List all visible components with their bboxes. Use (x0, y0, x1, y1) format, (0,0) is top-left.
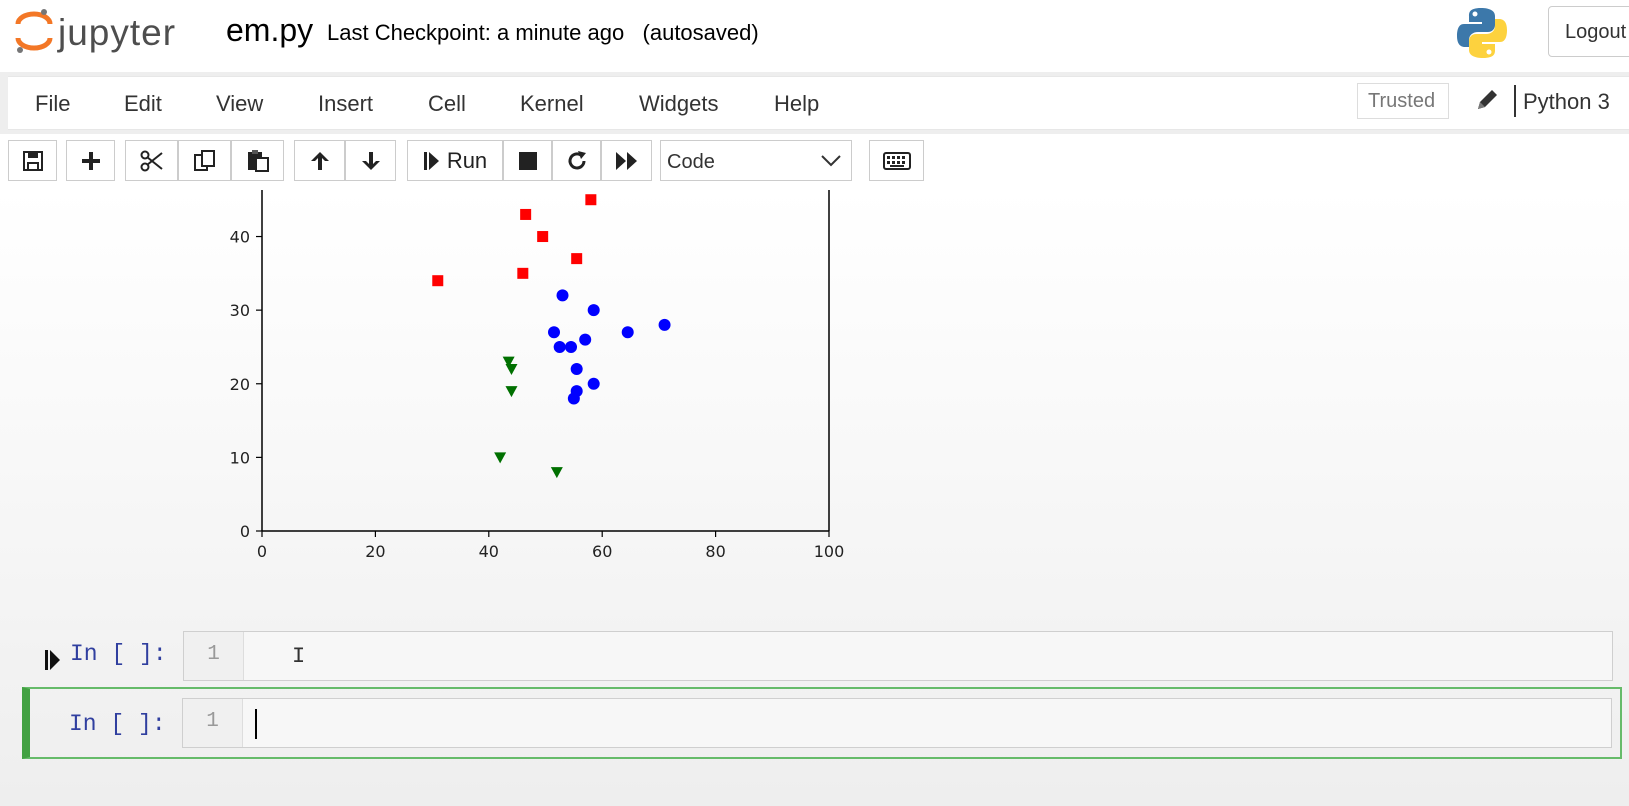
data-point-triangle (505, 386, 518, 398)
checkpoint-status: Last Checkpoint: a minute ago (autosaved… (327, 20, 759, 45)
toolbar: Run Code (0, 134, 1629, 190)
logout-button[interactable]: Logout (1548, 6, 1629, 57)
data-point-triangle (505, 364, 518, 376)
x-tick-label: 20 (365, 542, 385, 561)
insert-cell-button[interactable] (66, 140, 115, 181)
notebook-container[interactable]: 0 20 40 60 80 100 0 10 20 30 40 In [ ]: 1 I In [ ]… (0, 190, 1629, 806)
restart-button[interactable] (552, 140, 601, 181)
data-point-triangle (550, 467, 563, 479)
caret (255, 709, 257, 739)
save-icon (22, 150, 43, 171)
stop-icon (518, 151, 537, 170)
interrupt-button[interactable] (503, 140, 552, 181)
kernel-separator (1514, 85, 1516, 117)
cell-input[interactable]: 1 I (183, 631, 1613, 681)
paste-button[interactable] (231, 140, 284, 181)
cell-input[interactable]: 1 (182, 698, 1612, 748)
trusted-indicator[interactable]: Trusted (1357, 83, 1449, 119)
data-point-circle (570, 363, 583, 376)
arrow-down-icon (361, 151, 380, 170)
paste-icon (247, 149, 269, 172)
cell-prompt: In [ ]: (69, 711, 166, 737)
arrow-up-icon (310, 151, 329, 170)
cell-type-value: Code (667, 151, 715, 173)
kernel-name[interactable]: Python 3 (1523, 89, 1610, 114)
y-tick-label: 0 (240, 522, 250, 541)
data-point-square (432, 275, 444, 287)
data-point-square (571, 253, 583, 265)
data-point-square (585, 194, 597, 206)
line-number: 1 (184, 632, 244, 680)
cell-prompt: In [ ]: (70, 641, 167, 667)
run-icon (423, 151, 439, 170)
data-point-circle (548, 326, 561, 339)
code-cell[interactable]: In [ ]: 1 I (22, 618, 1622, 690)
python-logo-icon (1455, 6, 1509, 60)
jupyter-logo[interactable]: jupyter (14, 6, 204, 58)
code-cell-selected[interactable]: In [ ]: 1 (22, 687, 1622, 759)
jupyter-wordmark: jupyter (58, 12, 177, 53)
menu-file[interactable]: File (35, 91, 71, 116)
copy-button[interactable] (178, 140, 231, 181)
data-point-square (537, 231, 549, 243)
menu-insert[interactable]: Insert (318, 91, 374, 116)
data-point-circle (579, 333, 592, 346)
menu-bar: File Edit View Insert Cell Kernel Widget… (8, 76, 1629, 130)
jupyter-logo-icon (15, 9, 53, 53)
menu-cell[interactable]: Cell (428, 91, 466, 116)
x-tick-label: 0 (257, 542, 267, 561)
run-label: Run (446, 147, 488, 173)
data-point-circle (553, 340, 566, 353)
cut-button[interactable] (125, 140, 178, 181)
save-button[interactable] (8, 140, 57, 181)
y-tick-label: 10 (230, 448, 250, 467)
pencil-icon[interactable] (1474, 87, 1500, 113)
data-point-triangle (494, 452, 507, 464)
data-point-circle (658, 318, 671, 331)
menu-edit[interactable]: Edit (124, 91, 162, 116)
menu-view[interactable]: View (216, 91, 264, 116)
x-tick-label: 100 (814, 542, 845, 561)
notebook-header: jupyter em.py Last Checkpoint: a minute … (0, 0, 1629, 72)
command-palette-button[interactable] (869, 140, 924, 181)
y-tick-label: 20 (230, 375, 250, 394)
menu-widgets[interactable]: Widgets (639, 91, 719, 116)
move-up-button[interactable] (294, 140, 345, 181)
line-number: 1 (183, 699, 243, 747)
notebook-name[interactable]: em.py (226, 12, 314, 48)
run-button[interactable]: Run (407, 140, 503, 181)
move-down-button[interactable] (345, 140, 396, 181)
y-tick-label: 30 (230, 301, 250, 320)
x-tick-label: 60 (592, 542, 612, 561)
data-point-circle (587, 304, 600, 317)
data-point-circle (556, 289, 569, 302)
fast-forward-icon (615, 151, 637, 170)
x-tick-label: 80 (705, 542, 725, 561)
data-point-square (517, 267, 529, 279)
plus-icon (81, 151, 100, 170)
data-point-circle (587, 377, 600, 390)
y-tick-label: 40 (230, 228, 250, 247)
data-point-circle (565, 340, 578, 353)
menu-help[interactable]: Help (774, 91, 820, 116)
chevron-down-icon (821, 155, 841, 167)
cut-icon (140, 150, 163, 171)
text-cursor-icon: I (292, 644, 306, 669)
restart-run-all-button[interactable] (601, 140, 652, 181)
keyboard-icon (882, 151, 911, 170)
restart-icon (568, 150, 586, 169)
cell-type-select[interactable]: Code (660, 140, 852, 181)
data-point-circle (621, 326, 634, 339)
scatter-plot: 0 20 40 60 80 100 0 10 20 30 40 (230, 190, 845, 561)
run-cell-icon[interactable] (45, 649, 61, 671)
data-point-square (520, 208, 532, 220)
copy-icon (193, 149, 215, 171)
x-tick-label: 40 (479, 542, 499, 561)
menu-kernel[interactable]: Kernel (520, 91, 584, 116)
data-point-circle (567, 392, 580, 405)
data-point-triangle (502, 356, 515, 368)
